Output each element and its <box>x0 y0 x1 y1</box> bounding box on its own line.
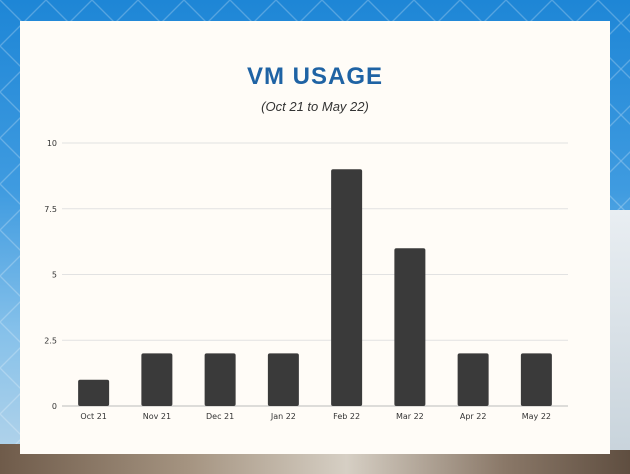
y-tick-label: 10 <box>47 139 57 148</box>
y-tick-label: 0 <box>52 402 57 411</box>
bar-chart: 0 2.5 5 7.5 10 Oct 21 Nov 21 Dec 21 Jan 22 Feb 2… <box>20 21 610 454</box>
x-tick-label: Jan 22 <box>270 412 296 421</box>
x-tick-label: Oct 21 <box>80 412 107 421</box>
x-axis-ticks: Oct 21 Nov 21 Dec 21 Jan 22 Feb 22 Mar 22 Apr … <box>80 412 551 421</box>
chart-card: VM USAGE (Oct 21 to May 22) 0 2.5 5 7.5 10 O… <box>20 21 610 454</box>
x-tick-label: Dec 21 <box>206 412 234 421</box>
x-tick-label: Nov 21 <box>143 412 171 421</box>
bar-dec-21 <box>205 353 236 406</box>
x-tick-label: Feb 22 <box>333 412 360 421</box>
bar-jan-22 <box>268 353 299 406</box>
bars <box>78 169 552 406</box>
y-tick-label: 5 <box>52 271 57 280</box>
bar-may-22 <box>521 353 552 406</box>
y-tick-label: 7.5 <box>44 205 57 214</box>
y-tick-label: 2.5 <box>44 336 57 345</box>
bar-nov-21 <box>141 353 172 406</box>
y-axis-ticks: 0 2.5 5 7.5 10 <box>44 139 57 411</box>
bar-oct-21 <box>78 380 109 406</box>
background-building <box>608 210 630 450</box>
bar-feb-22 <box>331 169 362 406</box>
x-tick-label: May 22 <box>522 412 551 421</box>
bar-apr-22 <box>458 353 489 406</box>
bar-mar-22 <box>394 248 425 406</box>
grid-lines <box>62 143 568 406</box>
x-tick-label: Apr 22 <box>460 412 487 421</box>
x-tick-label: Mar 22 <box>396 412 424 421</box>
